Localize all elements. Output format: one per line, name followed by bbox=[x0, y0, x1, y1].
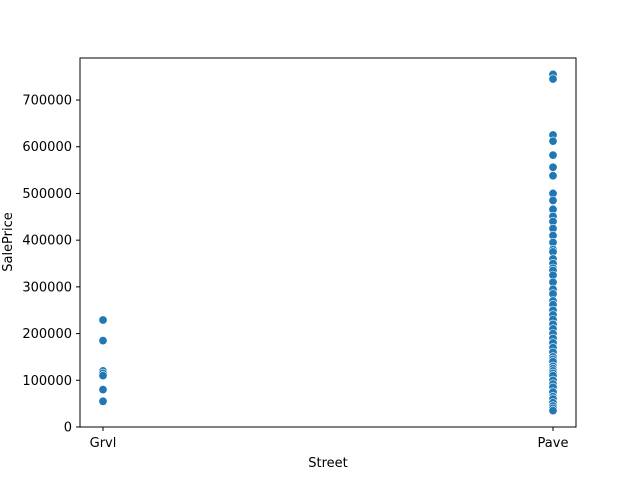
data-point bbox=[98, 336, 108, 346]
y-tick-label: 600000 bbox=[22, 140, 72, 155]
y-tick-label: 200000 bbox=[22, 327, 72, 342]
y-tick-label: 100000 bbox=[22, 374, 72, 389]
data-point bbox=[548, 136, 558, 146]
y-axis-ticks: 0 100000 200000 300000 400000 500000 600000 700… bbox=[22, 94, 80, 436]
data-point bbox=[548, 162, 558, 172]
x-axis-label: Street bbox=[308, 456, 348, 471]
data-point bbox=[548, 406, 558, 416]
y-tick-label: 400000 bbox=[22, 234, 72, 249]
y-tick-label: 0 bbox=[64, 421, 72, 436]
data-point bbox=[548, 195, 558, 205]
x-tick-label: Pave bbox=[538, 436, 569, 451]
data-point bbox=[548, 74, 558, 84]
data-point bbox=[548, 171, 558, 181]
data-point bbox=[98, 315, 108, 325]
x-tick-label: Grvl bbox=[90, 436, 117, 451]
y-tick-label: 700000 bbox=[22, 94, 72, 109]
plot-frame bbox=[79, 57, 577, 428]
y-tick-label: 500000 bbox=[22, 187, 72, 202]
y-axis-label: SalePrice bbox=[1, 212, 16, 272]
y-tick-label: 300000 bbox=[22, 280, 72, 295]
data-point bbox=[98, 385, 108, 395]
data-point bbox=[98, 371, 108, 381]
data-point bbox=[98, 396, 108, 406]
data-point bbox=[548, 150, 558, 160]
x-axis-ticks: Grvl Pave bbox=[90, 427, 569, 451]
data-points bbox=[98, 69, 558, 416]
